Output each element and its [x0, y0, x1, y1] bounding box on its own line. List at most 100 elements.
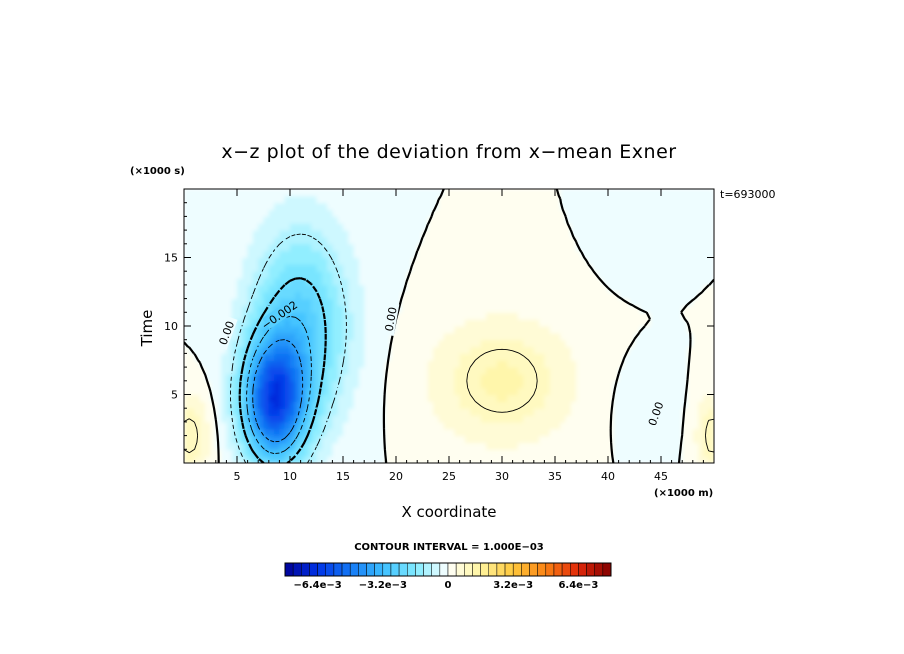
- heatmap-cell: [703, 216, 710, 224]
- heatmap-cell: [661, 415, 667, 423]
- heatmap-cell: [613, 189, 620, 197]
- heatmap-cell: [358, 339, 365, 348]
- heatmap-cell: [470, 264, 477, 272]
- heatmap-cell: [443, 195, 450, 204]
- heatmap-cell: [470, 243, 477, 252]
- heatmap-cell: [544, 264, 551, 272]
- heatmap-cell: [374, 380, 381, 389]
- heatmap-cell: [533, 291, 540, 300]
- heatmap-cell: [189, 387, 196, 396]
- heatmap-cell: [502, 312, 508, 320]
- heatmap-cell: [517, 394, 524, 402]
- heatmap-cell: [523, 271, 530, 279]
- heatmap-cell: [666, 346, 673, 354]
- heatmap-cell: [666, 257, 673, 265]
- heatmap-cell: [486, 257, 492, 265]
- heatmap-cell: [332, 367, 339, 375]
- heatmap-cell: [184, 394, 190, 402]
- heatmap-cell: [406, 195, 413, 204]
- heatmap-cell: [231, 236, 238, 245]
- heatmap-cell: [597, 236, 604, 245]
- heatmap-cell: [528, 339, 535, 348]
- heatmap-cell: [279, 360, 286, 368]
- heatmap-cell: [549, 278, 556, 286]
- heatmap-cell: [570, 298, 577, 307]
- heatmap-cell: [348, 449, 355, 457]
- heatmap-cell: [581, 380, 588, 389]
- heatmap-cell: [570, 209, 577, 217]
- heatmap-cell: [295, 291, 302, 300]
- heatmap-cell: [666, 456, 673, 463]
- heatmap-cell: [327, 298, 333, 307]
- heatmap-cell: [237, 257, 243, 265]
- heatmap-cell: [210, 236, 217, 245]
- heatmap-cell: [247, 332, 254, 341]
- heatmap-cell: [327, 387, 333, 396]
- heatmap-cell: [417, 236, 424, 245]
- heatmap-cell: [618, 456, 625, 463]
- heatmap-cell: [332, 319, 339, 327]
- heatmap-cell: [576, 401, 583, 409]
- heatmap-cell: [507, 312, 514, 320]
- heatmap-cell: [406, 230, 413, 238]
- heatmap-cell: [252, 298, 259, 307]
- heatmap-cell: [396, 319, 402, 327]
- heatmap-cell: [385, 257, 392, 265]
- heatmap-cell: [517, 367, 524, 375]
- heatmap-cell: [417, 415, 424, 423]
- heatmap-cell: [443, 456, 450, 463]
- heatmap-cell: [586, 401, 593, 409]
- heatmap-cell: [210, 339, 217, 348]
- heatmap-cell: [284, 250, 291, 259]
- heatmap-cell: [549, 195, 556, 204]
- heatmap-cell: [396, 326, 402, 334]
- heatmap-cell: [311, 209, 318, 217]
- heatmap-cell: [279, 415, 286, 423]
- heatmap-cell: [194, 449, 201, 457]
- heatmap-cell: [396, 271, 402, 279]
- heatmap-cell: [427, 189, 434, 197]
- heatmap-cell: [629, 243, 636, 252]
- heatmap-cell: [581, 305, 588, 313]
- heatmap-cell: [221, 435, 227, 444]
- heatmap-cell: [406, 298, 413, 307]
- heatmap-cell: [692, 373, 699, 382]
- heatmap-cell: [549, 387, 556, 396]
- heatmap-cell: [703, 223, 710, 231]
- heatmap-cell: [629, 291, 636, 300]
- heatmap-cell: [523, 195, 530, 204]
- heatmap-cell: [544, 195, 551, 204]
- heatmap-cell: [671, 298, 678, 307]
- heatmap-cell: [337, 401, 344, 409]
- heatmap-cell: [417, 353, 424, 361]
- heatmap-cell: [586, 298, 593, 307]
- heatmap-cell: [523, 243, 530, 252]
- heatmap-cell: [671, 312, 678, 320]
- heatmap-cell: [353, 373, 360, 382]
- heatmap-cell: [252, 353, 259, 361]
- heatmap-cell: [242, 394, 249, 402]
- heatmap-cell: [692, 278, 699, 286]
- heatmap-cell: [480, 271, 487, 279]
- heatmap-cell: [194, 298, 201, 307]
- heatmap-cell: [629, 360, 636, 368]
- heatmap-cell: [247, 312, 254, 320]
- heatmap-cell: [507, 373, 514, 382]
- heatmap-cell: [221, 421, 227, 430]
- heatmap-cell: [438, 394, 445, 402]
- heatmap-cell: [300, 319, 307, 327]
- heatmap-cell: [618, 326, 625, 334]
- colorbar-bin: [496, 562, 506, 577]
- heatmap-cell: [284, 415, 291, 423]
- heatmap-cell: [570, 408, 577, 416]
- heatmap-cell: [671, 250, 678, 259]
- heatmap-cell: [629, 223, 636, 231]
- heatmap-cell: [290, 250, 296, 259]
- heatmap-cell: [480, 346, 487, 354]
- colorbar-bin: [398, 562, 408, 577]
- heatmap-cell: [687, 257, 694, 265]
- heatmap-cell: [523, 435, 530, 444]
- heatmap-cell: [597, 243, 604, 252]
- heatmap-cell: [263, 223, 270, 231]
- heatmap-cell: [199, 305, 206, 313]
